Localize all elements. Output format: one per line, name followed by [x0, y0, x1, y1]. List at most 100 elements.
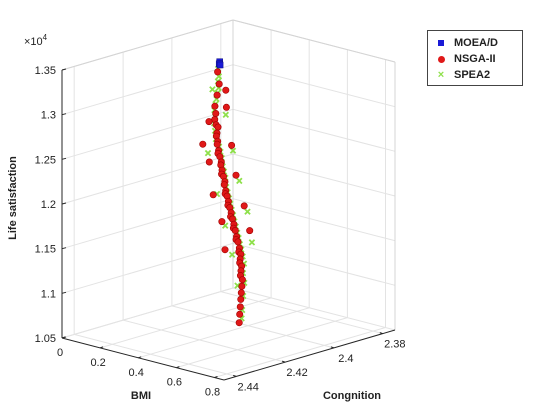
- grid-lines: [61, 19, 396, 378]
- y-tick-label: 2.4: [338, 353, 353, 365]
- box-edge: [232, 19, 396, 63]
- z-tick-label: 1.1: [41, 288, 56, 300]
- grid-line: [61, 287, 234, 339]
- legend-item-nsga2: NSGA-II: [428, 51, 522, 67]
- z-tick-mark: [61, 68, 67, 71]
- z-tick-label: 1.3: [41, 110, 56, 122]
- z-exponent-base: ×10: [24, 36, 43, 48]
- x-tick-label: 0.4: [129, 367, 144, 379]
- data-point-spea2: [222, 111, 230, 119]
- data-point-spea2: [204, 149, 212, 157]
- y-tick-label: 2.38: [384, 339, 405, 351]
- data-point-spea2: [236, 177, 243, 185]
- grid-line: [232, 64, 396, 108]
- x-tick-mark: [176, 366, 180, 369]
- data-point-nsga2: [231, 227, 239, 235]
- x-tick-mark: [214, 376, 218, 378]
- data-point-nsga2: [240, 202, 248, 210]
- tick-labels: 0 0.2 0.4 0.6 0.8 2.38 2.4 2.42 2.44 1.05 1.1 1.15 1…: [35, 65, 406, 399]
- data-point-spea2-stroke: [209, 86, 216, 93]
- data-point-nsga2: [246, 227, 254, 235]
- z-tick-mark: [61, 113, 67, 116]
- z-axis-label: Life satisfaction: [7, 156, 19, 240]
- grid-line: [61, 198, 234, 250]
- x-tick-label: 0.2: [90, 357, 105, 369]
- data-point-nsga2: [215, 80, 223, 88]
- z-tick-label: 1.35: [35, 65, 56, 77]
- grid-line: [232, 198, 396, 242]
- data-point-spea2-stroke: [228, 251, 236, 258]
- data-point-spea2-stroke: [236, 177, 243, 185]
- data-point-nsga2: [222, 86, 230, 94]
- legend-label-spea2: SPEA2: [454, 69, 491, 81]
- legend-marker-nsga2: [428, 55, 454, 63]
- data-point-nsga2: [214, 68, 222, 76]
- data-point-nsga2: [222, 103, 230, 111]
- data-point-spea2: [244, 208, 251, 215]
- data-point-nsga2: [221, 246, 229, 254]
- data-point-nsga2: [236, 310, 244, 318]
- data-point-nsga2: [235, 319, 243, 327]
- data-point-nsga2: [209, 191, 217, 199]
- grid-line: [74, 333, 237, 377]
- data-point-nsga2: [213, 91, 221, 99]
- data-point-spea2: [248, 239, 256, 246]
- grid-line: [232, 287, 396, 331]
- data-point-spea2: [209, 86, 216, 93]
- data-point-spea2-stroke: [204, 149, 212, 157]
- legend: MOEA/D NSGA-II × SPEA2: [427, 30, 523, 86]
- z-tick-mark: [61, 291, 67, 294]
- data-point-nsga2: [205, 158, 213, 166]
- grid-line: [220, 291, 383, 335]
- grid-line: [138, 307, 310, 359]
- x-axis-label: BMI: [131, 390, 151, 402]
- x-tick-label: 0.6: [167, 377, 182, 389]
- data-point-nsga2: [236, 303, 244, 311]
- data-point-nsga2: [218, 218, 226, 226]
- axes: [61, 68, 396, 381]
- data-point-nsga2: [211, 102, 219, 110]
- y-tick-mark: [330, 346, 335, 349]
- grid-line: [61, 242, 234, 294]
- data-point-moead: [216, 61, 224, 69]
- x-tick-mark: [99, 346, 104, 349]
- z-tick-mark: [61, 247, 67, 250]
- legend-label-nsga2: NSGA-II: [454, 53, 496, 65]
- data-point-spea2-stroke: [244, 208, 251, 215]
- y-axis-line: [223, 329, 396, 381]
- legend-item-spea2: × SPEA2: [428, 67, 522, 83]
- y-tick-label: 2.44: [237, 381, 258, 393]
- grid-line: [176, 317, 348, 369]
- data-points: [199, 58, 256, 327]
- legend-marker-moead: [428, 40, 454, 46]
- data-point-nsga2: [238, 282, 246, 290]
- data-point-spea2: [228, 251, 236, 258]
- data-point-nsga2: [213, 140, 221, 148]
- data-point-spea2-stroke: [248, 239, 256, 246]
- data-point-nsga2: [214, 123, 222, 131]
- legend-label-moead: MOEA/D: [454, 37, 498, 49]
- legend-item-moead: MOEA/D: [428, 35, 522, 51]
- grid-line: [122, 319, 286, 363]
- data-point-nsga2: [199, 140, 207, 148]
- data-point-nsga2: [232, 171, 240, 179]
- z-tick-mark: [61, 336, 67, 339]
- z-tick-mark: [61, 157, 67, 160]
- z-exponent-power: 4: [43, 33, 48, 42]
- data-point-spea2-stroke: [234, 282, 241, 289]
- data-point-spea2-stroke: [215, 73, 223, 80]
- data-point-spea2: [229, 147, 237, 154]
- data-point-nsga2: [238, 276, 246, 284]
- data-point-nsga2: [237, 289, 245, 297]
- grid-line: [214, 327, 386, 378]
- grid-line: [61, 108, 234, 160]
- legend-marker-spea2: ×: [437, 69, 445, 81]
- y-tick-mark: [379, 332, 383, 335]
- z-tick-label: 1.25: [35, 154, 56, 166]
- y-axis-label: Congnition: [323, 390, 381, 402]
- y-tick-mark: [233, 374, 237, 377]
- x-tick-mark: [138, 356, 142, 359]
- box-edge: [61, 19, 234, 71]
- grid-line: [61, 153, 234, 205]
- z-exponent-label: ×104: [24, 33, 48, 48]
